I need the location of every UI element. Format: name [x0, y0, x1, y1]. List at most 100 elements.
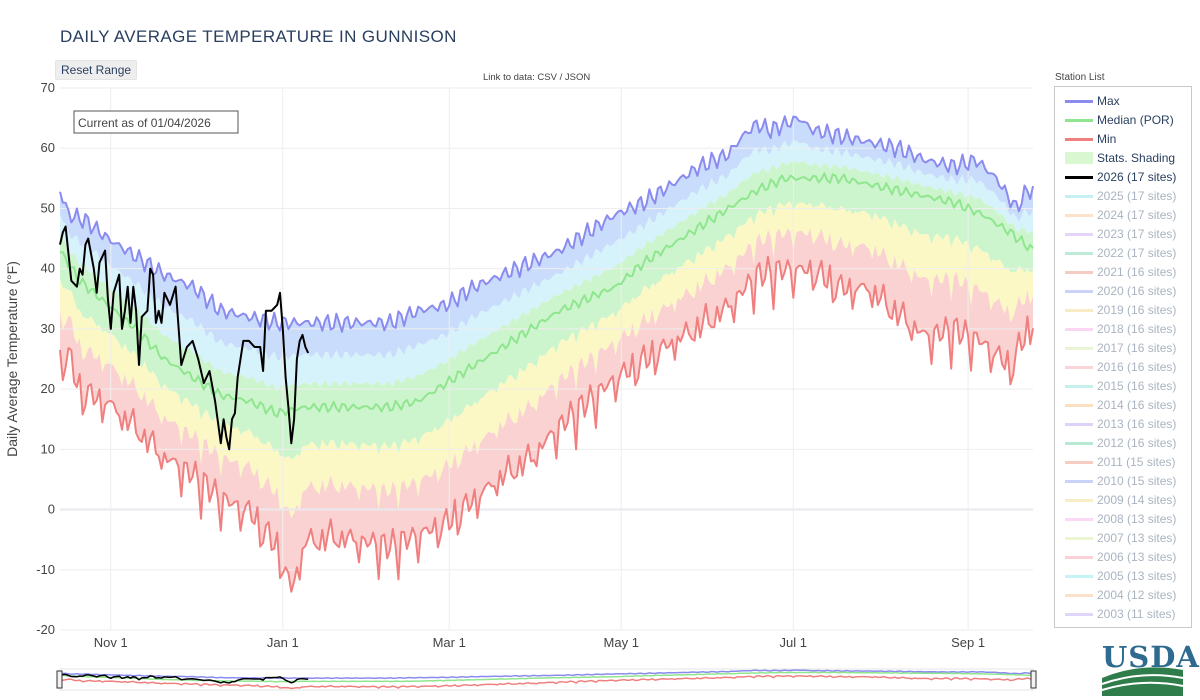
- legend-label: 2006 (13 sites): [1097, 550, 1177, 564]
- legend-item[interactable]: 2021 (16 sites): [1061, 263, 1191, 282]
- band-median: [60, 160, 1033, 460]
- legend-item[interactable]: Stats. Shading: [1061, 149, 1191, 168]
- legend-label: Min: [1097, 132, 1117, 146]
- legend-item[interactable]: 2006 (13 sites): [1061, 548, 1191, 567]
- band-lower-decile: [60, 201, 1033, 519]
- legend-label: 2023 (17 sites): [1097, 227, 1177, 241]
- legend-swatch: [1065, 271, 1093, 274]
- series-lines: [59, 115, 1034, 593]
- legend-item[interactable]: 2004 (12 sites): [1061, 586, 1191, 605]
- legend-label: 2024 (17 sites): [1097, 208, 1177, 222]
- median-line: [59, 172, 1034, 418]
- legend-label: 2008 (13 sites): [1097, 512, 1177, 526]
- legend-item[interactable]: 2010 (15 sites): [1061, 472, 1191, 491]
- legend-item[interactable]: 2011 (15 sites): [1061, 453, 1191, 472]
- legend-label: 2019 (16 sites): [1097, 303, 1177, 317]
- data-link: Link to data: CSV / JSON: [483, 72, 590, 83]
- legend-item[interactable]: 2009 (14 sites): [1061, 491, 1191, 510]
- y-tick-label: 10: [41, 441, 55, 456]
- mini-median-line: [60, 671, 1034, 683]
- y-tick-label: 0: [48, 502, 55, 517]
- legend-item[interactable]: Max: [1061, 92, 1191, 111]
- y-tick-label: -10: [36, 562, 55, 577]
- legend-label: Max: [1097, 94, 1120, 108]
- legend-swatch: [1065, 214, 1093, 217]
- legend-swatch: [1065, 138, 1093, 141]
- csv-link[interactable]: CSV: [537, 72, 557, 83]
- usda-logo-mark: [1101, 667, 1184, 696]
- legend-label: 2021 (16 sites): [1097, 265, 1177, 279]
- legend-item[interactable]: 2016 (16 sites): [1061, 358, 1191, 377]
- legend-label: 2017 (16 sites): [1097, 341, 1177, 355]
- x-tick-label: Nov 1: [94, 635, 128, 650]
- legend-label: 2012 (16 sites): [1097, 436, 1177, 450]
- legend-swatch: [1065, 233, 1093, 236]
- band-lower-to-min: [60, 228, 1033, 592]
- legend-item[interactable]: 2008 (13 sites): [1061, 510, 1191, 529]
- data-link-prefix: Link to data:: [483, 72, 538, 83]
- range-handle-left[interactable]: [56, 670, 63, 689]
- temperature-chart[interactable]: -20 -10 0 10 20 30 40 50 60 70 Nov 1 Jan 1 Mar 1 May…: [0, 0, 1050, 700]
- range-slider[interactable]: [56, 668, 1037, 691]
- legend-swatch: [1065, 556, 1093, 559]
- legend-label: 2014 (16 sites): [1097, 398, 1177, 412]
- y-tick-label: 20: [41, 381, 55, 396]
- x-tick-label: Jan 1: [267, 635, 299, 650]
- legend-item[interactable]: 2019 (16 sites): [1061, 301, 1191, 320]
- legend-item[interactable]: 2025 (17 sites): [1061, 187, 1191, 206]
- legend-item[interactable]: 2005 (13 sites): [1061, 567, 1191, 586]
- legend-swatch: [1065, 385, 1093, 388]
- current-as-of-label: Current as of 01/04/2026: [78, 116, 211, 130]
- legend-item[interactable]: Min: [1061, 130, 1191, 149]
- legend-item[interactable]: 2003 (11 sites): [1061, 605, 1191, 624]
- legend-item[interactable]: 2007 (13 sites): [1061, 529, 1191, 548]
- x-tick-labels: Nov 1 Jan 1 Mar 1 May 1 Jul 1 Sep 1: [94, 635, 985, 650]
- legend-label: 2010 (15 sites): [1097, 474, 1177, 488]
- y-axis-label: Daily Average Temperature (°F): [4, 261, 20, 457]
- legend-swatch: [1065, 290, 1093, 293]
- x-tick-label: Sep 1: [951, 635, 985, 650]
- legend-item[interactable]: 2022 (17 sites): [1061, 244, 1191, 263]
- legend-item[interactable]: 2013 (16 sites): [1061, 415, 1191, 434]
- x-tick-label: May 1: [604, 635, 639, 650]
- legend-label: 2011 (15 sites): [1097, 455, 1176, 469]
- legend-label: 2026 (17 sites): [1097, 170, 1177, 184]
- reset-range-button[interactable]: Reset Range: [55, 60, 138, 80]
- legend-item[interactable]: Median (POR): [1061, 111, 1191, 130]
- legend-item[interactable]: 2015 (16 sites): [1061, 377, 1191, 396]
- legend-label: 2018 (16 sites): [1097, 322, 1177, 336]
- y-tick-labels: -20 -10 0 10 20 30 40 50 60 70: [36, 80, 55, 637]
- legend-label: 2004 (12 sites): [1097, 588, 1177, 602]
- legend-label: 2009 (14 sites): [1097, 493, 1177, 507]
- legend-item[interactable]: 2014 (16 sites): [1061, 396, 1191, 415]
- y-tick-label: 40: [41, 261, 55, 276]
- mini-current-line: [59, 673, 309, 684]
- legend-swatch: [1065, 347, 1093, 350]
- x-tick-label: Mar 1: [433, 635, 466, 650]
- legend-label: 2005 (13 sites): [1097, 569, 1177, 583]
- json-link[interactable]: JSON: [564, 72, 591, 83]
- mini-min-line: [59, 674, 1034, 690]
- chart-title: DAILY AVERAGE TEMPERATURE IN GUNNISON: [60, 27, 457, 46]
- legend-item[interactable]: 2017 (16 sites): [1061, 339, 1191, 358]
- y-tick-label: 60: [41, 140, 55, 155]
- range-handle-right[interactable]: [1030, 670, 1037, 689]
- legend-swatch: [1065, 613, 1093, 616]
- legend-item[interactable]: 2024 (17 sites): [1061, 206, 1191, 225]
- min-line: [59, 255, 1034, 593]
- legend-swatch: [1065, 366, 1093, 369]
- legend-label: 2022 (17 sites): [1097, 246, 1177, 260]
- legend-item[interactable]: 2012 (16 sites): [1061, 434, 1191, 453]
- legend-item[interactable]: 2020 (16 sites): [1061, 282, 1191, 301]
- legend-swatch: [1065, 152, 1093, 164]
- legend-item[interactable]: 2018 (16 sites): [1061, 320, 1191, 339]
- legend-label: 2020 (16 sites): [1097, 284, 1177, 298]
- legend-swatch: [1065, 499, 1093, 502]
- legend-item[interactable]: 2026 (17 sites): [1061, 168, 1191, 187]
- y-tick-label: -20: [36, 622, 55, 637]
- mini-max-line: [59, 669, 1034, 680]
- legend-label: 2013 (16 sites): [1097, 417, 1177, 431]
- legend-swatch: [1065, 518, 1093, 521]
- legend-item[interactable]: 2023 (17 sites): [1061, 225, 1191, 244]
- legend-label: Stats. Shading: [1097, 151, 1176, 165]
